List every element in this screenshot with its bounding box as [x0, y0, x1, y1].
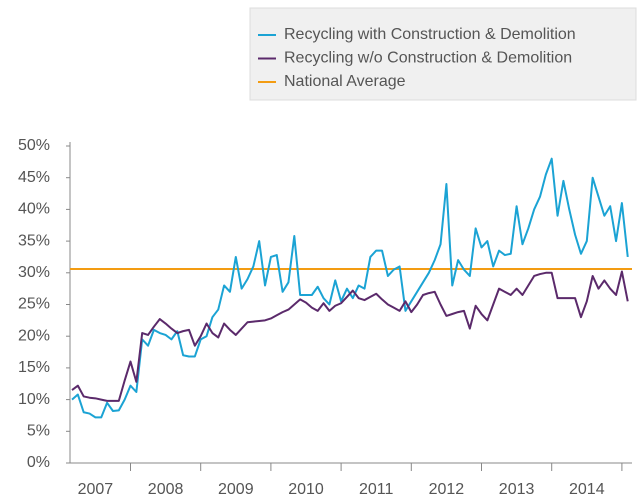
- x-tick-label: 2009: [218, 481, 254, 498]
- legend-label: Recycling with Construction & Demolition: [284, 26, 576, 43]
- y-tick-label: 5%: [27, 423, 50, 440]
- legend-label: National Average: [284, 73, 406, 90]
- y-tick-label: 50%: [18, 137, 50, 154]
- x-tick-label: 2014: [569, 481, 605, 498]
- x-tick-label: 2008: [148, 481, 184, 498]
- series-line: [71, 157, 629, 419]
- legend-label: Recycling w/o Construction & Demolition: [284, 50, 572, 67]
- y-tick-label: 20%: [18, 327, 50, 344]
- series-line: [71, 270, 629, 402]
- x-tick-label: 2010: [288, 481, 324, 498]
- y-tick-label: 15%: [18, 359, 50, 376]
- x-tick-label: 2012: [429, 481, 465, 498]
- legend-box: [249, 7, 637, 101]
- y-tick-label: 35%: [18, 232, 50, 249]
- x-tick-label: 2007: [78, 481, 114, 498]
- y-tick-label: 40%: [18, 201, 50, 218]
- y-tick-label: 45%: [18, 169, 50, 186]
- y-tick-label: 10%: [18, 391, 50, 408]
- y-tick-label: 30%: [18, 264, 50, 281]
- y-tick-label: 0%: [27, 454, 50, 471]
- y-tick-label: 25%: [18, 296, 50, 313]
- x-tick-label: 2011: [359, 481, 394, 498]
- x-tick-label: 2013: [499, 481, 535, 498]
